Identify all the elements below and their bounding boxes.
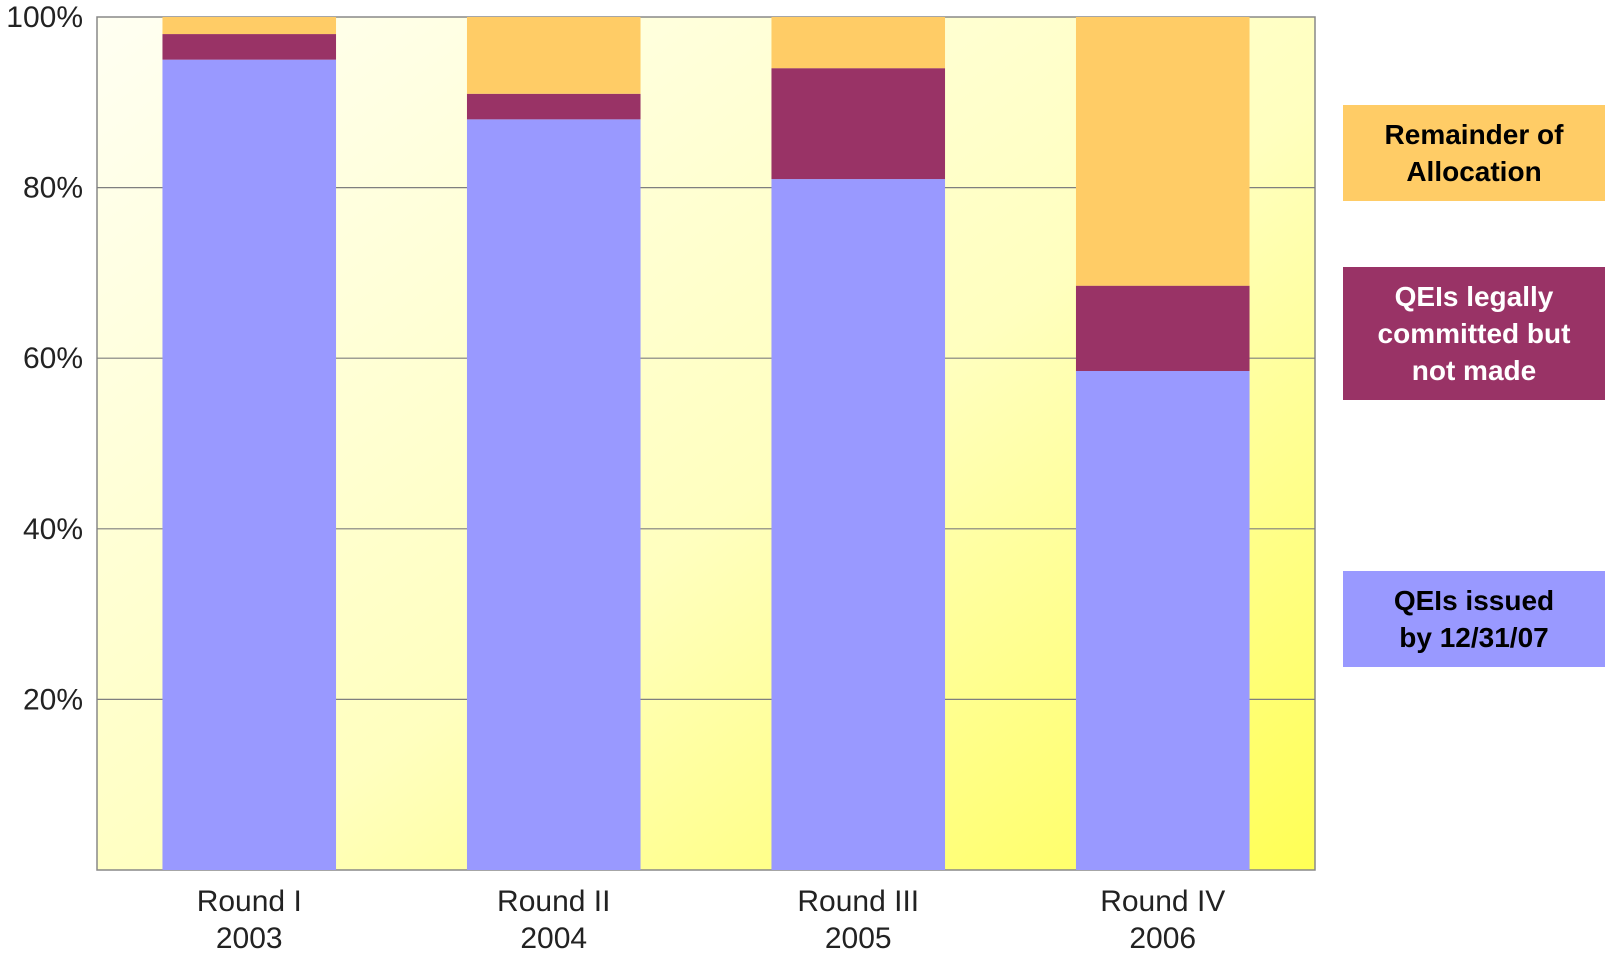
- legend-label: QEIs issued: [1393, 585, 1555, 616]
- x-category-label: Round IV: [1100, 885, 1225, 918]
- bar-segment-2: [771, 68, 946, 180]
- x-category-label: 2006: [1129, 922, 1196, 955]
- bar-segment-3: [162, 17, 337, 35]
- x-category-label: 2004: [520, 922, 587, 955]
- bar-segment-3: [771, 17, 946, 69]
- bar-segment-1: [466, 119, 641, 871]
- bar-segment-3: [466, 17, 641, 94]
- legend-label: Allocation: [1406, 156, 1542, 187]
- legend-label: Remainder of: [1384, 119, 1564, 150]
- y-tick-label: 20%: [23, 683, 83, 716]
- bar-segment-2: [1075, 285, 1250, 371]
- y-tick-label: 60%: [23, 342, 83, 375]
- bar-segment-1: [771, 179, 946, 870]
- x-category-label: Round III: [797, 885, 919, 918]
- x-category-label: 2005: [825, 922, 892, 955]
- legend-label: QEIs legally: [1394, 281, 1554, 312]
- x-category-label: Round I: [197, 885, 302, 918]
- bar-segment-2: [162, 34, 337, 60]
- legend-label: committed but: [1377, 318, 1571, 349]
- legend-item: Remainder of Allocation: [1343, 105, 1605, 201]
- bar-segment-1: [162, 59, 337, 870]
- legend-item: QEIs legally committed but not made: [1343, 267, 1605, 400]
- bar-segment-1: [1075, 370, 1250, 870]
- legend-item: QEIs issued by 12/31/07: [1343, 571, 1605, 667]
- y-tick-label: 100%: [6, 1, 83, 34]
- legend-label: by 12/31/07: [1399, 622, 1549, 653]
- y-tick-label: 80%: [23, 172, 83, 205]
- x-category-label: Round II: [497, 885, 610, 918]
- legend-label: not made: [1411, 355, 1537, 386]
- y-tick-label: 40%: [23, 513, 83, 546]
- x-category-label: 2003: [216, 922, 283, 955]
- bar-segment-2: [466, 93, 641, 120]
- bar-segment-3: [1075, 17, 1250, 286]
